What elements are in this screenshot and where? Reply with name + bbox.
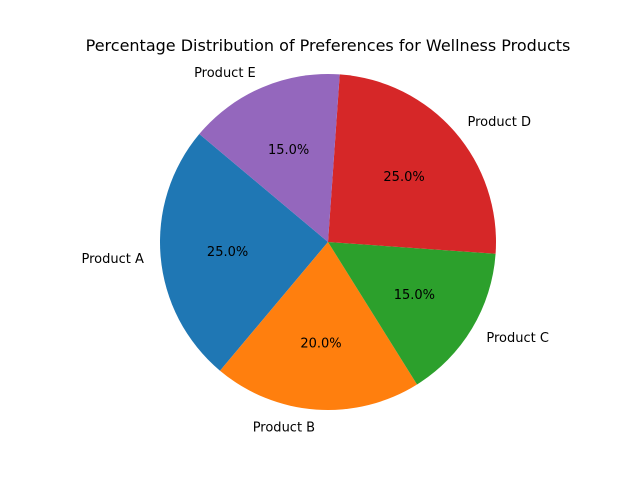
slice-value-product-b: 20.0% [300, 337, 341, 352]
pie-slice-product-b [220, 242, 418, 411]
slice-label-product-a: Product A [82, 252, 144, 267]
slice-value-product-d: 25.0% [383, 170, 424, 185]
chart-title: Percentage Distribution of Preferences f… [86, 36, 571, 55]
slice-label-product-d: Product D [467, 115, 531, 130]
pie-slice-product-a [159, 134, 328, 371]
pie-slice-product-d [328, 74, 496, 254]
slice-label-product-c: Product C [486, 331, 549, 346]
pie-slice-product-e [199, 74, 340, 242]
pie-labels: Product A 25.0% Product B 20.0% Product C 15.… [82, 66, 549, 435]
slice-label-product-b: Product B [253, 420, 315, 435]
slice-value-product-c: 15.0% [394, 288, 435, 303]
pie-slices [159, 74, 496, 411]
slice-value-product-a: 25.0% [207, 245, 248, 260]
pie-slice-product-c [328, 242, 496, 385]
slice-label-product-e: Product E [194, 66, 256, 81]
slice-value-product-e: 15.0% [268, 143, 309, 158]
